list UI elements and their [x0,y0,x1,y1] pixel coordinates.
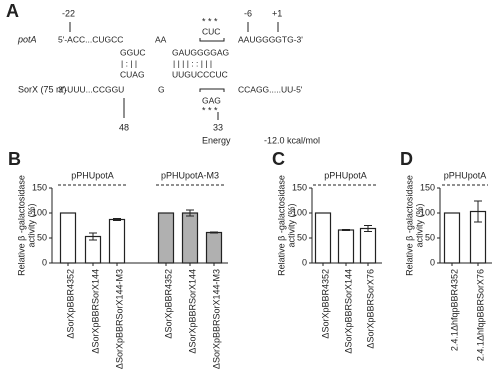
error-bar [113,218,121,221]
energy-label: Energy [202,135,231,145]
bar [205,231,223,264]
bar [314,212,332,264]
bar [59,212,77,264]
x-tick-label: ΔSorXpBBRSorX144-M3 [114,269,124,369]
gene-label: potA [17,34,37,44]
sequence: GGUC [120,47,146,57]
error-bar [210,231,218,234]
x-tick-label: ΔSorXpBBRSorX144 [90,269,100,354]
annotation: pPHUpotA [444,170,487,180]
x-tick-label: ΔSorXpBBRSorX76 [365,269,375,349]
x-tick-label: ΔSorXpBBR4352 [163,269,173,339]
error-bar [364,225,372,232]
y-axis-label: Relative β -galactosidase [16,175,26,276]
panel-a: A -22 potA 5'-ACC...CUGCC AA * * * CUC -… [6,1,320,146]
annotation: pPHUpotA [71,170,114,180]
y-axis-label: activity (%) [26,203,36,247]
bracket [199,88,225,92]
annotation: pPHUpotA-M3 [161,170,219,180]
bar [443,212,461,264]
y-tick-label: 50 [425,232,435,242]
panel-letter: D [400,149,413,169]
y-axis-label: activity (%) [414,203,424,247]
y-tick-label: 0 [430,257,435,267]
y-tick-label: 0 [302,257,307,267]
position: 48 [119,122,129,132]
y-tick-label: 50 [297,232,307,242]
y-axis-label: activity (%) [286,203,296,247]
sequence: G [158,84,165,94]
bracket [199,38,225,42]
position: -6 [244,8,252,18]
sequence: GAG [202,95,221,105]
bar [337,229,355,264]
energy-value: -12.0 kcal/mol [264,135,320,145]
sequence: UUGUCCCUC [172,69,228,79]
sequence: AA [155,34,167,44]
y-axis-label: Relative β -galactosidase [276,175,286,276]
sequence: CUAG [120,69,145,79]
bar [181,212,199,264]
x-tick-label: 2.4.1ΔhfqpBBR4352 [449,269,459,351]
sequence: AAUGGGGTG-3' [238,34,303,44]
pairing: | : | | [121,58,137,68]
bar [359,227,377,264]
x-tick-label: ΔSorXpBBRSorX144 [187,269,197,354]
annotation: pPHUpotA [324,170,367,180]
error-bar [186,209,194,217]
position: -22 [62,8,75,18]
panel-letter: C [272,149,285,169]
sequence: CUC [202,26,220,36]
y-tick-label: 100 [292,207,307,217]
y-tick-label: 150 [32,182,47,192]
stars: * * * [202,16,218,26]
error-bar [474,200,482,223]
error-bar [89,232,97,241]
y-tick-label: 100 [32,207,47,217]
error-bar [342,229,350,231]
sequence: 3'-UUU...CCGGU [58,84,124,94]
x-tick-label: ΔSorXpBBRSorX144-M3 [211,269,221,369]
x-tick-label: ΔSorXpBBRSorX144 [343,269,353,354]
y-tick-label: 0 [42,257,47,267]
position: +1 [272,8,282,18]
x-tick-label: ΔSorXpBBR4352 [65,269,75,339]
y-tick-label: 150 [420,182,435,192]
stars: * * * [202,105,218,115]
bar [157,212,175,264]
pairing: | | | | : : | | | [173,58,212,68]
bar [108,218,126,264]
sequence: GAUGGGGAG [172,47,229,57]
y-tick-label: 50 [37,232,47,242]
panel-letter: B [8,149,21,169]
y-tick-label: 150 [292,182,307,192]
x-tick-label: 2.4.1ΔhfqpBBRSorX76 [475,269,485,361]
sequence: 5'-ACC...CUGCC [58,34,123,44]
y-tick-label: 100 [420,207,435,217]
panel-letter: A [6,1,19,21]
x-tick-label: ΔSorXpBBR4352 [320,269,330,339]
y-axis-label: Relative β -galactosidase [404,175,414,276]
position: 33 [213,122,223,132]
sequence: CCAGG.....UU-5' [238,84,303,94]
srna-label: SorX (75 nt) [18,84,67,94]
